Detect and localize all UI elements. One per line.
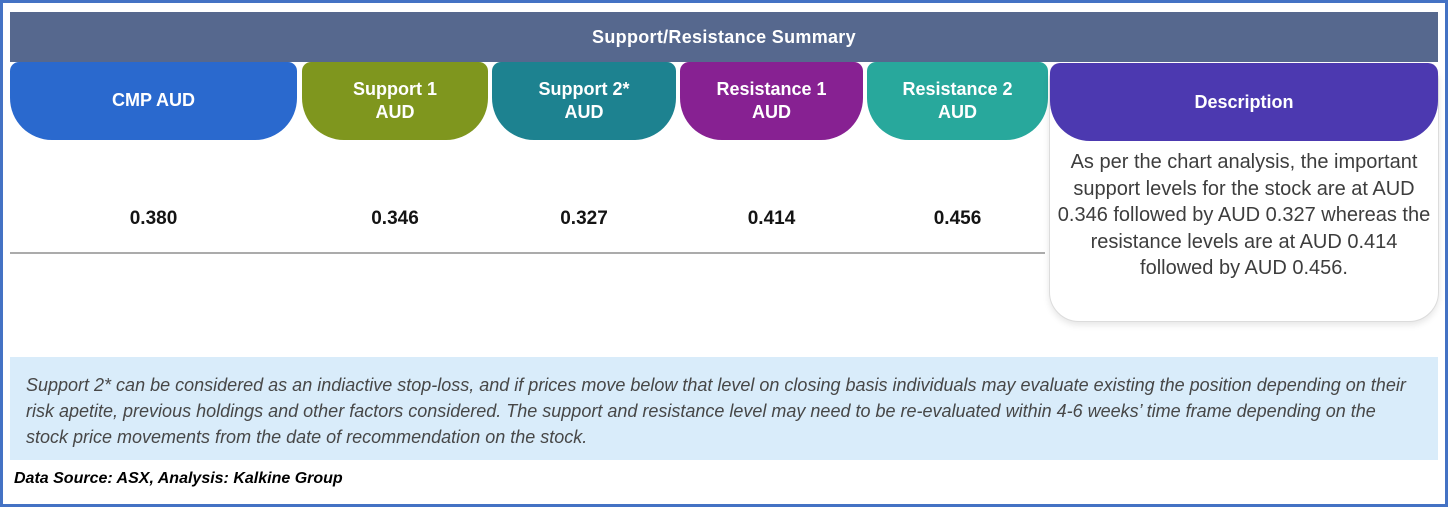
cmp-aud-value: 0.380 <box>129 208 178 229</box>
column-header-description: Description <box>1050 63 1438 141</box>
footnote-text: Support 2* can be considered as an india… <box>10 357 1438 460</box>
column-header-support-2-aud: Support 2* AUD <box>492 62 676 140</box>
column-header-cmp-aud: CMP AUD <box>10 62 297 140</box>
column-header-resistance-2-aud: Resistance 2 AUD <box>867 62 1048 140</box>
support-2-aud-value: 0.327 <box>560 208 608 229</box>
resistance-2-aud-value: 0.456 <box>933 208 982 229</box>
description-text: As per the chart analysis, the important… <box>1057 151 1431 280</box>
divider-line <box>10 252 1045 254</box>
column-header-support-1-aud: Support 1 AUD <box>302 62 488 140</box>
resistance-1-aud-value: 0.414 <box>747 208 796 229</box>
data-source-line: Data Source: ASX, Analysis: Kalkine Grou… <box>14 470 343 487</box>
table-title: Support/Resistance Summary <box>10 12 1438 62</box>
column-header-resistance-1-aud: Resistance 1 AUD <box>680 62 863 140</box>
support-1-aud-value: 0.346 <box>371 208 419 229</box>
description-card: Description As per the chart analysis, t… <box>1049 63 1439 322</box>
